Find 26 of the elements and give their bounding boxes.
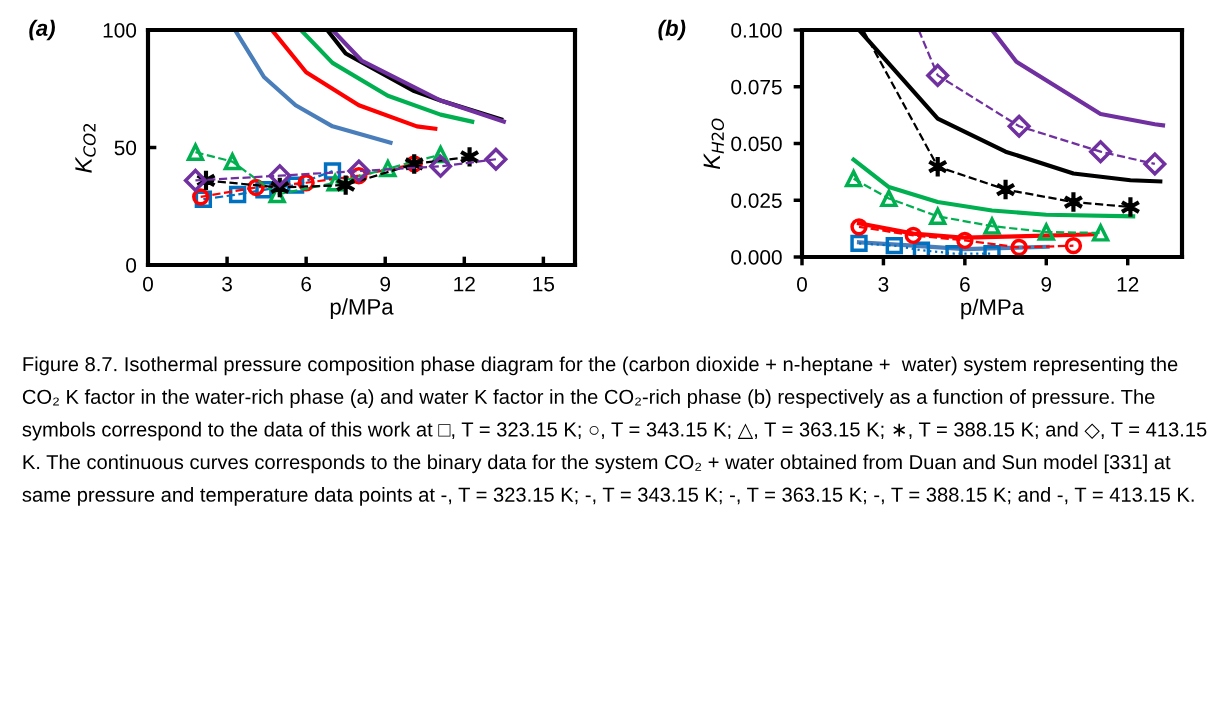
caption: Figure 8.7. Isothermal pressure composition phase diagram for the (carbon dioxide + n-heptane + water) system representing the CO₂ K factor in the water-rich phase (a) and water K factor in the CO₂-rich phase (b) respectively as a function of pressure. The symbols correspond to the data of this work at □, T = 323.15 K; ○, T = 343.15 K; △, T = 363.15 K; ∗, T = 388.15 K; and ◇, T = 413.15 K. The continuous curves corresponds to the binary data for the system CO₂ + water obtained from Duan and Sun model [331] at same pressure and temperature data points at -, T = 323.15 K; -, T = 343.15 K; -, T = 363.15 K; -, T = 388.15 K; and -, T = 413.15 K.: [22, 356, 1207, 506]
x-tick-label: 12: [454, 276, 475, 292]
y-tick-label: 100: [103, 23, 137, 38]
x-tick-label: 0: [797, 276, 807, 292]
x-axis-title: p/MPa: [961, 298, 1025, 320]
y-tick-label: 0.000: [731, 250, 782, 265]
x-tick-label: 3: [878, 276, 889, 292]
y-tick-label: 0: [126, 258, 137, 273]
x-tick-label: 9: [1041, 276, 1052, 292]
x-tick-label: 12: [1117, 276, 1139, 292]
x-tick-label: 3: [222, 276, 232, 292]
x-tick-label: 6: [960, 276, 970, 292]
x-tick-label: 6: [301, 276, 312, 292]
x-tick-label: 0: [143, 276, 153, 292]
y-tick-label: 0.050: [731, 136, 782, 152]
chart-title: (b): [658, 19, 686, 41]
x-tick-label: 9: [380, 276, 391, 292]
y-tick-label: 0.025: [731, 193, 782, 208]
y-tick-label: 50: [114, 140, 137, 156]
y-axis-title: K$_{CO2}$: [75, 123, 96, 173]
y-tick-label: 0.075: [731, 79, 782, 95]
y-tick-label: 0.100: [731, 23, 782, 38]
chart-title: (a): [29, 19, 55, 41]
y-axis-title: K$_{H2O}$: [703, 118, 725, 170]
x-axis-title: p/MPa: [330, 298, 394, 320]
x-tick-label: 15: [533, 276, 555, 292]
